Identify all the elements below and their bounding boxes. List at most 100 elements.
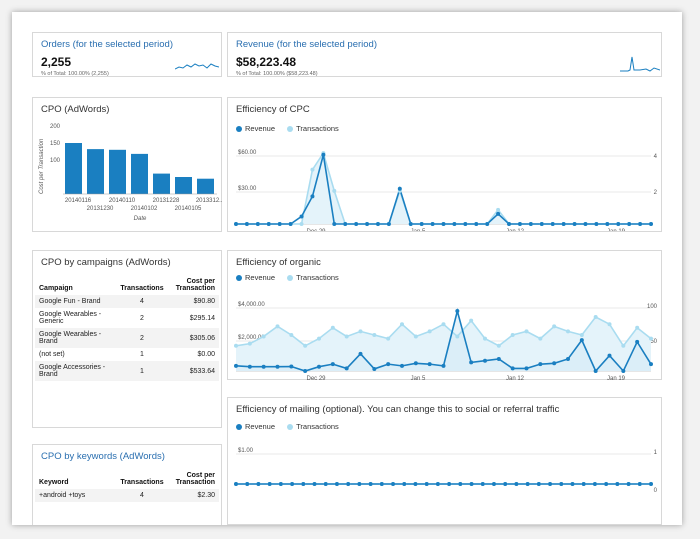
revenue-point[interactable] xyxy=(480,482,485,486)
revenue-point[interactable] xyxy=(604,482,609,486)
revenue-point[interactable] xyxy=(419,222,424,226)
revenue-point[interactable] xyxy=(312,482,317,486)
revenue-point[interactable] xyxy=(441,222,446,226)
transactions-point[interactable] xyxy=(649,336,653,341)
revenue-point[interactable] xyxy=(354,222,359,226)
transactions-point[interactable] xyxy=(552,324,557,329)
revenue-point[interactable] xyxy=(649,482,653,486)
transactions-point[interactable] xyxy=(234,343,238,348)
bar[interactable] xyxy=(175,177,192,194)
revenue-point[interactable] xyxy=(435,482,440,486)
revenue-point[interactable] xyxy=(344,366,349,371)
revenue-point[interactable] xyxy=(379,482,384,486)
revenue-point[interactable] xyxy=(552,361,557,366)
transactions-point[interactable] xyxy=(538,336,543,341)
revenue-point[interactable] xyxy=(525,482,530,486)
bar[interactable] xyxy=(109,149,126,194)
transactions-point[interactable] xyxy=(496,343,501,348)
revenue-point[interactable] xyxy=(234,363,238,368)
revenue-point[interactable] xyxy=(365,222,370,226)
revenue-point[interactable] xyxy=(275,364,280,369)
revenue-point[interactable] xyxy=(261,364,266,369)
revenue-point[interactable] xyxy=(447,482,452,486)
transactions-point[interactable] xyxy=(289,333,294,337)
transactions-point[interactable] xyxy=(566,329,570,334)
revenue-point[interactable] xyxy=(524,366,529,371)
revenue-point[interactable] xyxy=(266,222,271,226)
revenue-point[interactable] xyxy=(615,482,620,486)
revenue-point[interactable] xyxy=(528,222,533,226)
revenue-point[interactable] xyxy=(413,361,418,366)
transactions-point[interactable] xyxy=(332,188,337,193)
revenue-title[interactable]: Revenue (for the selected period) xyxy=(236,39,377,50)
revenue-point[interactable] xyxy=(583,222,588,226)
revenue-point[interactable] xyxy=(572,222,577,226)
revenue-point[interactable] xyxy=(310,194,315,199)
revenue-point[interactable] xyxy=(510,366,515,371)
bar[interactable] xyxy=(65,143,82,194)
revenue-point[interactable] xyxy=(507,222,512,226)
revenue-point[interactable] xyxy=(245,482,250,486)
keywords-title[interactable]: CPO by keywords (AdWords) xyxy=(41,451,165,462)
transactions-point[interactable] xyxy=(303,343,308,348)
revenue-point[interactable] xyxy=(536,482,541,486)
revenue-point[interactable] xyxy=(458,482,463,486)
revenue-point[interactable] xyxy=(301,482,306,486)
revenue-point[interactable] xyxy=(469,482,474,486)
transactions-point[interactable] xyxy=(579,333,584,337)
revenue-point[interactable] xyxy=(358,351,363,356)
revenue-point[interactable] xyxy=(299,214,304,219)
revenue-point[interactable] xyxy=(424,482,429,486)
revenue-point[interactable] xyxy=(550,222,555,226)
revenue-point[interactable] xyxy=(255,222,260,226)
transactions-point[interactable] xyxy=(386,336,391,341)
transactions-point[interactable] xyxy=(455,334,460,339)
revenue-point[interactable] xyxy=(278,482,283,486)
transactions-point[interactable] xyxy=(496,207,501,212)
revenue-point[interactable] xyxy=(368,482,373,486)
revenue-point[interactable] xyxy=(321,152,326,157)
revenue-point[interactable] xyxy=(635,339,640,344)
transactions-point[interactable] xyxy=(275,324,280,329)
revenue-point[interactable] xyxy=(244,222,249,226)
revenue-point[interactable] xyxy=(427,362,432,367)
revenue-point[interactable] xyxy=(289,364,294,369)
revenue-point[interactable] xyxy=(357,482,362,486)
revenue-point[interactable] xyxy=(290,482,295,486)
revenue-point[interactable] xyxy=(517,222,522,226)
transactions-point[interactable] xyxy=(635,325,640,330)
transactions-point[interactable] xyxy=(441,322,446,327)
bar[interactable] xyxy=(197,178,214,194)
revenue-point[interactable] xyxy=(637,482,642,486)
revenue-point[interactable] xyxy=(277,222,282,226)
transactions-point[interactable] xyxy=(413,334,418,339)
revenue-point[interactable] xyxy=(303,369,308,373)
transactions-point[interactable] xyxy=(427,329,432,334)
bar[interactable] xyxy=(153,173,170,194)
revenue-point[interactable] xyxy=(496,357,501,361)
revenue-point[interactable] xyxy=(605,222,610,226)
revenue-point[interactable] xyxy=(561,222,566,226)
transactions-point[interactable] xyxy=(247,341,252,346)
revenue-point[interactable] xyxy=(616,222,621,226)
revenue-point[interactable] xyxy=(626,482,631,486)
revenue-point[interactable] xyxy=(649,222,653,226)
transactions-point[interactable] xyxy=(510,333,515,337)
revenue-card[interactable]: Revenue (for the selected period) $58,22… xyxy=(227,32,662,77)
transactions-point[interactable] xyxy=(372,333,377,337)
revenue-point[interactable] xyxy=(317,364,321,369)
revenue-point[interactable] xyxy=(548,482,553,486)
revenue-point[interactable] xyxy=(400,363,404,368)
revenue-point[interactable] xyxy=(323,482,328,486)
revenue-point[interactable] xyxy=(247,364,252,369)
revenue-point[interactable] xyxy=(386,362,391,367)
revenue-point[interactable] xyxy=(391,482,396,486)
revenue-point[interactable] xyxy=(288,222,293,226)
transactions-point[interactable] xyxy=(469,318,474,323)
revenue-point[interactable] xyxy=(413,482,418,486)
revenue-point[interactable] xyxy=(592,482,597,486)
bar[interactable] xyxy=(131,153,148,194)
revenue-point[interactable] xyxy=(483,358,487,363)
transactions-point[interactable] xyxy=(483,336,487,341)
transactions-point[interactable] xyxy=(358,329,363,334)
